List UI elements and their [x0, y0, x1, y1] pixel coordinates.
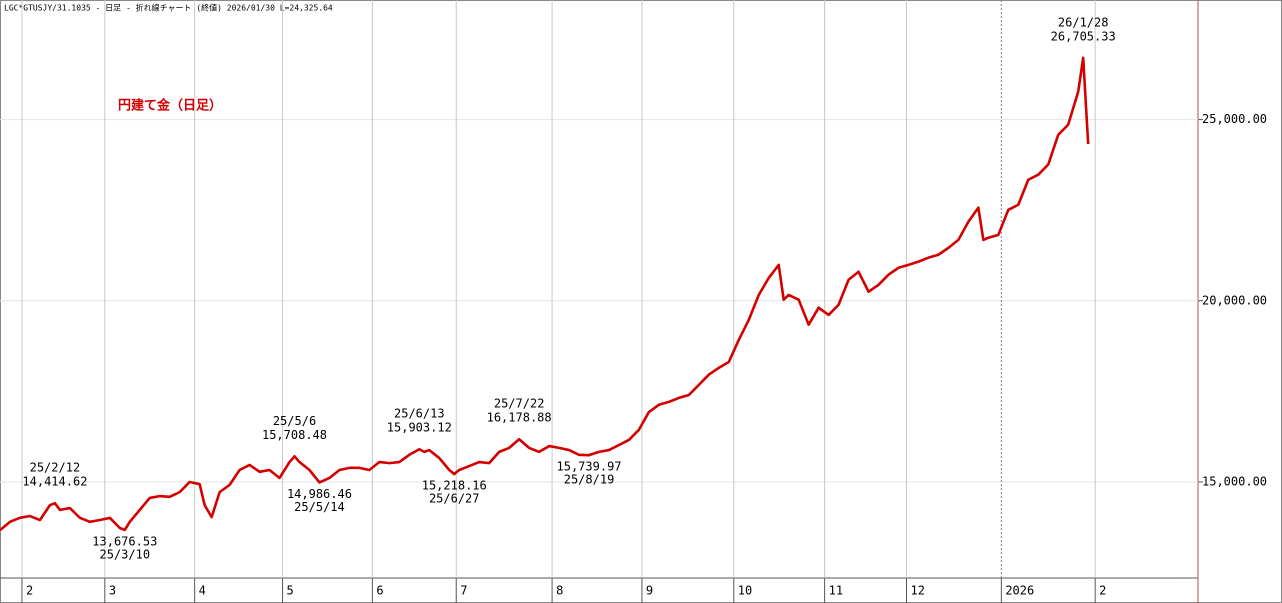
x-tick-label: 8	[556, 584, 563, 598]
annotation-date: 25/3/10	[100, 547, 151, 561]
x-tick-label: 7	[460, 584, 467, 598]
x-tick-label: 2	[26, 584, 33, 598]
annotation-value: 15,903.12	[387, 421, 452, 435]
annotation-value: 15,218.16	[422, 479, 487, 493]
annotation-value: 13,676.53	[92, 534, 157, 548]
annotation-date: 25/2/12	[30, 461, 81, 475]
y-tick-label: 15,000.00	[1202, 474, 1267, 488]
annotation-value: 14,986.46	[287, 487, 352, 501]
chart-header: LGC*GTUSJY/31.1035 - 日足 - 折れ線チャート (終値) 2…	[4, 3, 333, 13]
x-tick-label: 3	[109, 584, 116, 598]
annotation-date: 25/8/19	[564, 473, 615, 487]
annotation-value: 15,739.97	[557, 460, 622, 474]
annotation-date: 25/7/22	[494, 397, 545, 411]
annotation-value: 16,178.88	[487, 411, 552, 425]
x-tick-label: 6	[376, 584, 383, 598]
annotation-date: 25/6/13	[394, 407, 445, 421]
annotation-date: 25/5/14	[294, 500, 345, 514]
y-tick-label: 20,000.00	[1202, 293, 1267, 307]
annotation-value: 14,414.62	[22, 475, 87, 489]
legend-entry: 円建て金（日足）	[118, 98, 222, 114]
x-tick-label: 12	[910, 584, 924, 598]
annotation-value: 26,705.33	[1051, 29, 1116, 43]
x-tick-label: 2	[1099, 584, 1106, 598]
x-tick-label: 10	[738, 584, 752, 598]
annotation-date: 25/6/27	[429, 492, 480, 506]
annotation-date: 26/1/28	[1058, 15, 1109, 29]
price-line	[0, 56, 1090, 532]
x-tick-label: 4	[199, 584, 206, 598]
x-tick-label: 9	[646, 584, 653, 598]
x-tick-label: 11	[829, 584, 843, 598]
y-tick-label: 25,000.00	[1202, 112, 1267, 126]
annotation-date: 25/5/6	[273, 414, 316, 428]
x-tick-label: 2026	[1005, 584, 1034, 598]
x-tick-label: 5	[287, 584, 294, 598]
annotation-value: 15,708.48	[262, 428, 327, 442]
